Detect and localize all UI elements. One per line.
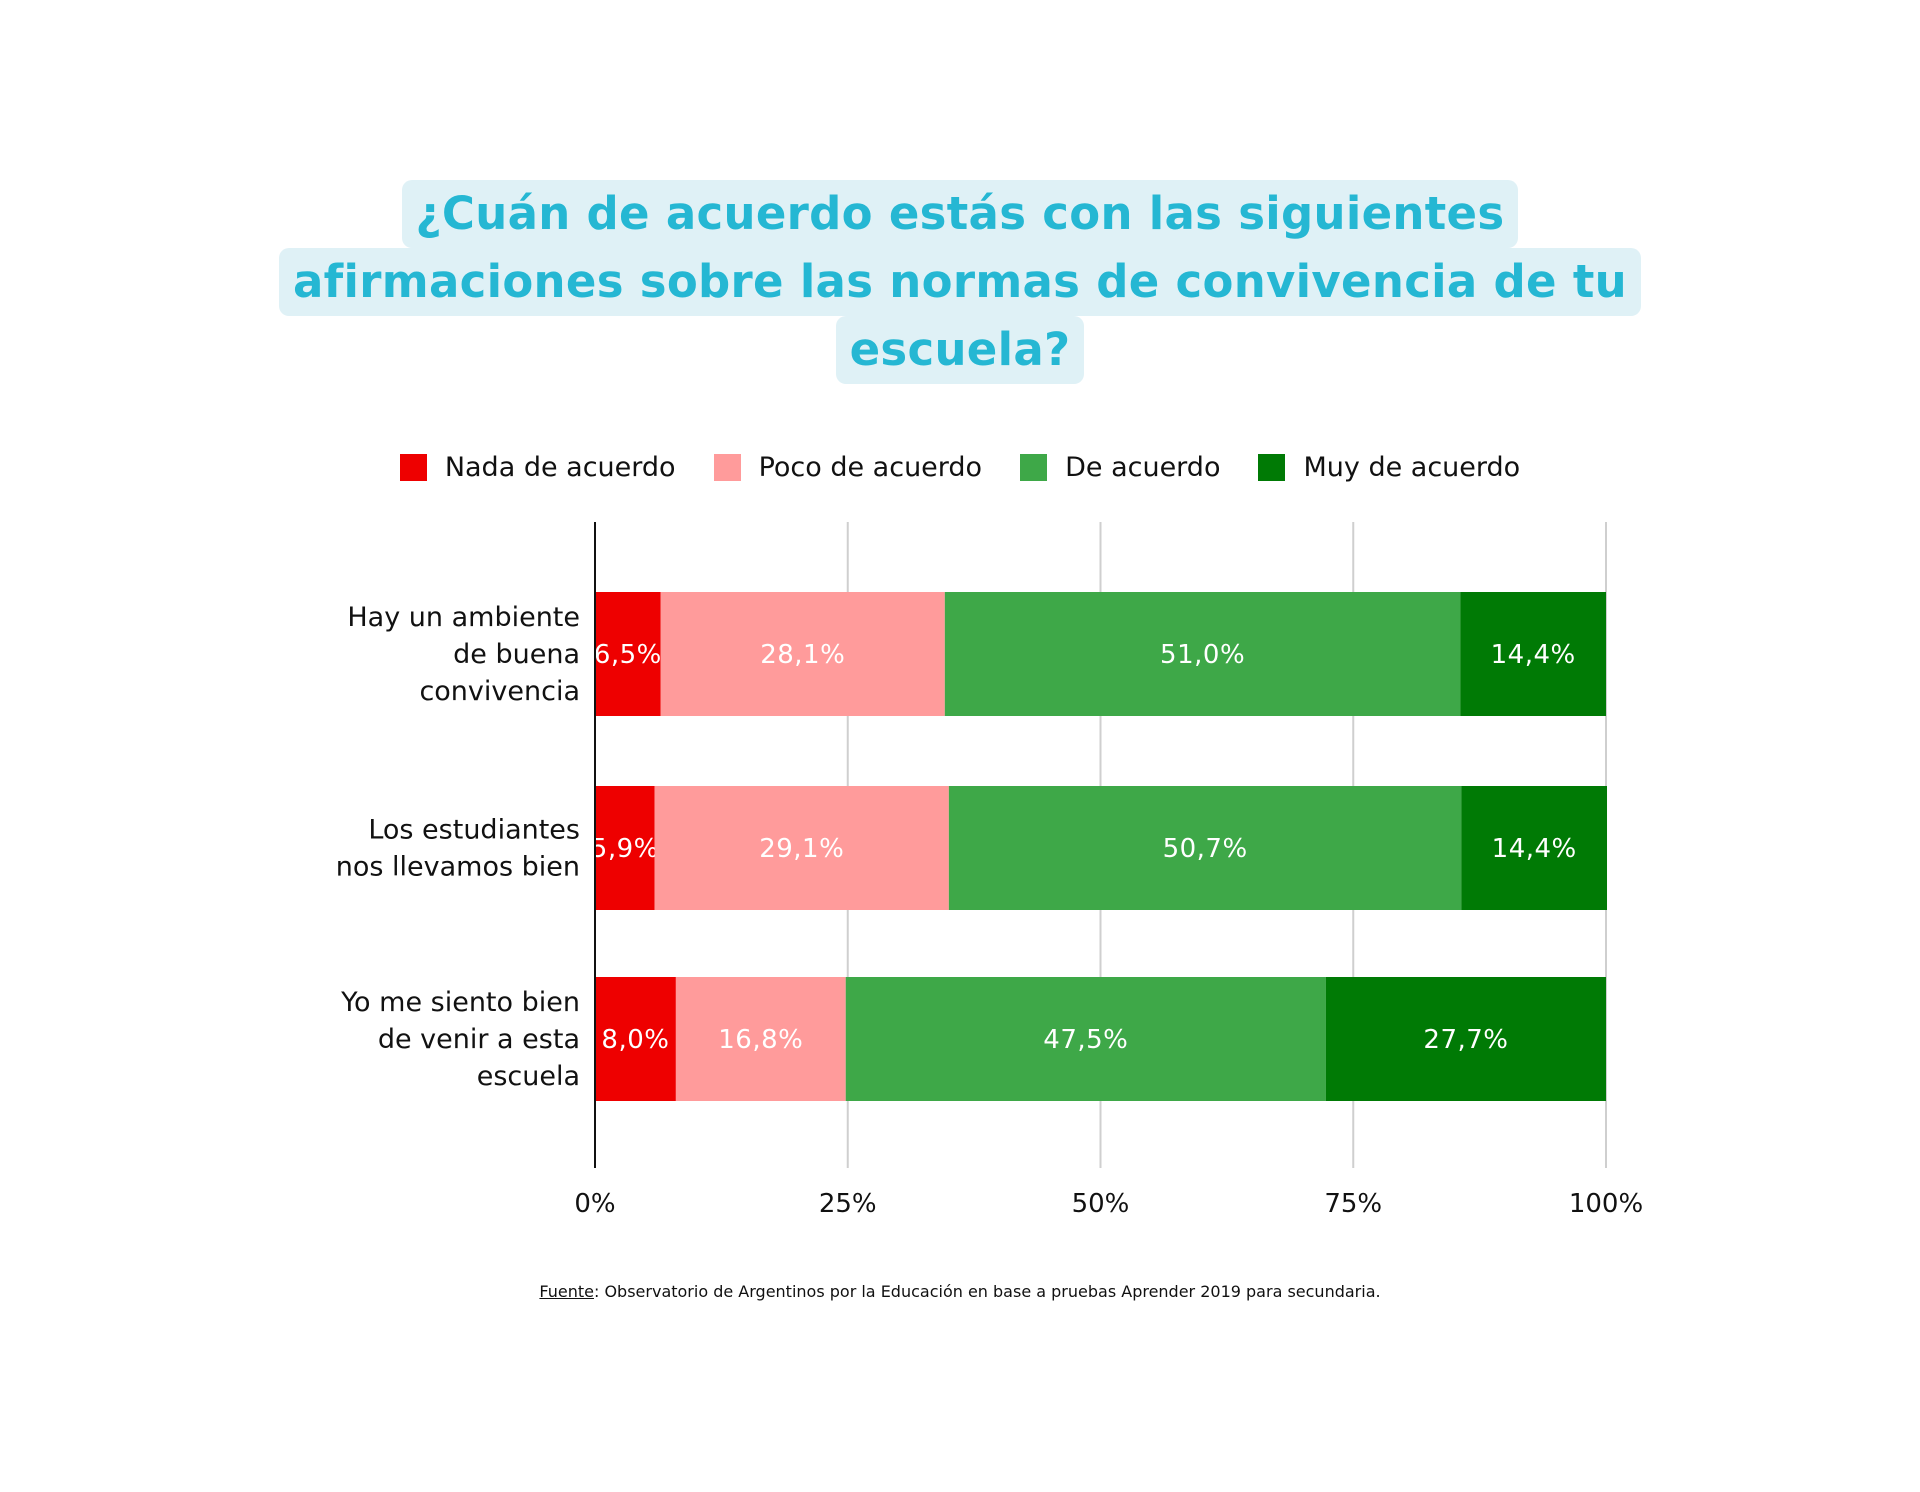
data-label-muy-de-acuerdo-3: 27,7% [1423, 1025, 1508, 1055]
chart-title-line-1: ¿Cuán de acuerdo estás con las siguiente… [401, 180, 1519, 248]
data-label-poco-de-acuerdo-1: 28,1% [760, 640, 845, 670]
bar-segment-nada-de-acuerdo-3 [595, 977, 676, 1101]
legend-item-nada-de-acuerdo: Nada de acuerdo [399, 452, 676, 483]
chart-legend: Nada de acuerdo Poco de acuerdo De acuerdo… [0, 452, 1920, 483]
data-label-de-acuerdo-3: 47,5% [1043, 1025, 1128, 1055]
data-label-muy-de-acuerdo-1: 14,4% [1491, 640, 1576, 670]
data-label-nada-de-acuerdo-1: 6,5% [594, 640, 662, 670]
x-tick-label-25: 25% [819, 1189, 877, 1219]
legend-swatch-de-acuerdo [1020, 454, 1048, 481]
bar-segment-muy-de-acuerdo-3 [1325, 977, 1606, 1101]
category-label-3-line-3: escuela [477, 1061, 580, 1092]
data-label-de-acuerdo-2: 50,7% [1163, 834, 1248, 864]
bar-segment-poco-de-acuerdo-1 [660, 592, 945, 716]
bar-segment-nada-de-acuerdo-1 [595, 592, 661, 716]
data-label-nada-de-acuerdo-2: 5,9% [591, 834, 659, 864]
bar-segment-poco-de-acuerdo-2 [654, 786, 949, 910]
data-label-de-acuerdo-1: 51,0% [1160, 640, 1245, 670]
x-tick-label-0: 0% [574, 1189, 615, 1219]
bar-segment-de-acuerdo-2 [948, 786, 1462, 910]
bar-segment-muy-de-acuerdo-2 [1461, 786, 1608, 910]
category-label-3-line-1: Yo me siento bien [340, 987, 580, 1018]
x-tick-label-50: 50% [1072, 1189, 1130, 1219]
source-text: : Observatorio de Argentinos por la Educ… [593, 1282, 1381, 1301]
category-label-1-line-1: Hay un ambiente [347, 602, 580, 633]
source-label: Fuente [539, 1282, 594, 1301]
legend-label-muy-de-acuerdo: Muy de acuerdo [1303, 452, 1521, 483]
x-tick-label-100: 100% [1569, 1189, 1643, 1219]
chart-title: ¿Cuán de acuerdo estás con las siguiente… [0, 180, 1920, 384]
category-label-1-line-3: convivencia [419, 676, 580, 707]
legend-label-poco-de-acuerdo: Poco de acuerdo [758, 452, 983, 483]
legend-swatch-muy-de-acuerdo [1258, 454, 1286, 481]
legend-item-muy-de-acuerdo: Muy de acuerdo [1258, 452, 1520, 483]
category-label-3-line-2: de venir a esta [378, 1024, 580, 1055]
data-label-poco-de-acuerdo-3: 16,8% [718, 1025, 803, 1055]
data-label-poco-de-acuerdo-2: 29,1% [759, 834, 844, 864]
legend-item-de-acuerdo: De acuerdo [1020, 452, 1220, 483]
bar-segment-de-acuerdo-3 [845, 977, 1326, 1101]
legend-label-nada-de-acuerdo: Nada de acuerdo [444, 452, 676, 483]
data-label-muy-de-acuerdo-2: 14,4% [1492, 834, 1577, 864]
source-note: Fuente: Observatorio de Argentinos por l… [0, 1282, 1920, 1301]
chart-title-line-2: afirmaciones sobre las normas de convive… [279, 248, 1641, 316]
data-label-nada-de-acuerdo-3: 8,0% [601, 1025, 669, 1055]
legend-item-poco-de-acuerdo: Poco de acuerdo [713, 452, 983, 483]
legend-swatch-nada-de-acuerdo [399, 454, 427, 481]
bar-segment-de-acuerdo-1 [944, 592, 1461, 716]
category-label-2-line-2: nos llevamos bien [336, 852, 580, 883]
bar-segment-nada-de-acuerdo-2 [595, 786, 655, 910]
bar-segment-muy-de-acuerdo-1 [1460, 592, 1606, 716]
bar-segment-poco-de-acuerdo-3 [675, 977, 846, 1101]
category-label-1-line-2: de buena [453, 639, 580, 670]
legend-label-de-acuerdo: De acuerdo [1065, 452, 1221, 483]
legend-swatch-poco-de-acuerdo [713, 454, 741, 481]
x-tick-label-75: 75% [1324, 1189, 1382, 1219]
category-label-2-line-1: Los estudiantes [368, 815, 580, 846]
chart-title-line-3: escuela? [835, 316, 1085, 384]
